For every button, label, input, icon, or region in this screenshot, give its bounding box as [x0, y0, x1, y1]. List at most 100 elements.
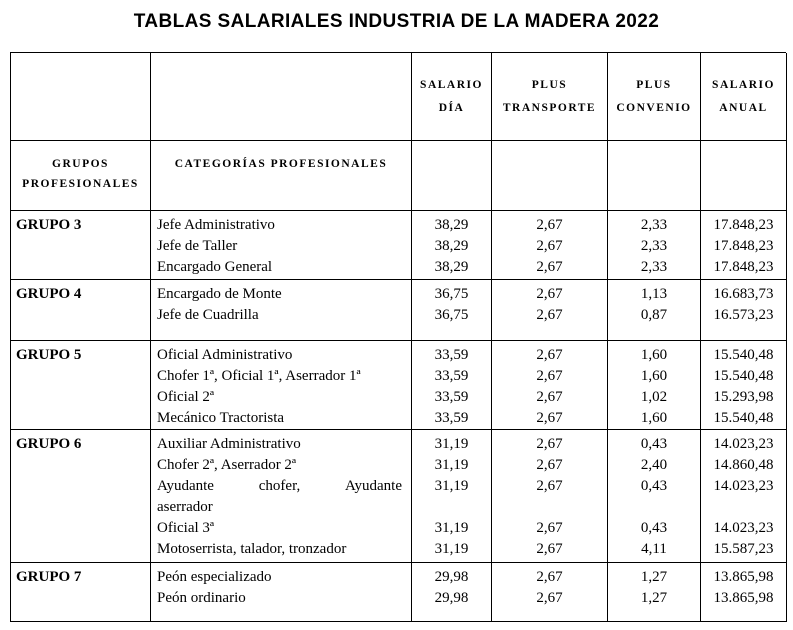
category-value: Auxiliar Administrativo [157, 436, 301, 452]
plus-convenio-value: 2,40 [640, 457, 668, 473]
salario-dia-value: 38,29 [434, 217, 469, 233]
category-value: Jefe Administrativo [157, 217, 275, 233]
plus-transporte-cell: 2,67 2,67 [492, 280, 608, 341]
salario-dia-cell: 33,59 33,59 33,59 33,59 [412, 341, 492, 430]
salario-anual-value: 16.573,23 [713, 307, 774, 323]
category-value: Motoserrista, talador, tronzador [157, 541, 347, 557]
plus-transporte-cell: 2,67 2,67 [492, 563, 608, 622]
header2-empty-plus-transporte [492, 141, 608, 211]
salario-anual-cell: 17.848,23 17.848,23 17.848,23 [701, 211, 787, 280]
plus-transporte-value: 2,67 [536, 347, 563, 363]
plus-convenio-value: 1,60 [640, 347, 668, 363]
salario-dia-value: 36,75 [434, 286, 469, 302]
salario-anual-value: 13.865,98 [713, 590, 774, 606]
salario-dia-value: 29,98 [434, 590, 469, 606]
categories-cell: Jefe Administrativo Jefe de Taller Encarga… [151, 211, 412, 280]
category-word: chofer, [258, 478, 301, 494]
plus-convenio-value: 0,43 [640, 478, 668, 494]
salario-dia-value: 33,59 [434, 347, 469, 363]
header-plus-convenio: PLUS CONVENIO [608, 53, 701, 141]
salary-table: SALARIO DÍA PLUS TRANSPORTE PLUS CONVENI… [10, 52, 787, 622]
categories-cell: Encargado de Monte Jefe de Cuadrilla [151, 280, 412, 341]
salario-anual-value: 15.293,98 [713, 389, 774, 405]
category-value: Peón especializado [157, 569, 272, 585]
category-word: Ayudante [345, 478, 402, 494]
header2-empty-salario-dia [412, 141, 492, 211]
category-value: Mecánico Tractorista [157, 410, 285, 426]
plus-convenio-value: 1,27 [640, 569, 668, 585]
group-label-cell: GRUPO 6 [11, 430, 151, 563]
group-label: GRUPO 5 [16, 347, 82, 363]
plus-transporte-value: 2,67 [536, 478, 563, 494]
salario-dia-value: 31,19 [434, 478, 469, 494]
salario-dia-value: 38,29 [434, 259, 469, 275]
header-empty-category [151, 53, 412, 141]
categories-cell: Oficial Administrativo Chofer 1ª, Oficial… [151, 341, 412, 430]
plus-convenio-value: 1,27 [640, 590, 668, 606]
category-value: Chofer 2ª, Aserrador 2ª [157, 457, 297, 473]
salario-dia-value: 36,75 [434, 307, 469, 323]
category-value: Encargado General [157, 259, 273, 275]
plus-transporte-cell: 2,67 2,67 2,67 2,67 [492, 341, 608, 430]
salario-anual-value: 15.540,48 [713, 410, 774, 426]
group-label-cell: GRUPO 4 [11, 280, 151, 341]
category-value: Encargado de Monte [157, 286, 282, 302]
plus-transporte-value: 2,67 [536, 286, 563, 302]
group-label-cell: GRUPO 3 [11, 211, 151, 280]
salario-anual-value: 16.683,73 [713, 286, 774, 302]
header-grupos-profesionales: GRUPOS PROFESIONALES [11, 141, 151, 211]
category-value: aserrador [157, 499, 213, 515]
plus-transporte-value: 2,67 [536, 569, 563, 585]
salario-dia-cell: 31,19 31,19 31,19 31,19 31,19 [412, 430, 492, 563]
salario-anual-value: 15.540,48 [713, 347, 774, 363]
plus-transporte-value: 2,67 [536, 368, 563, 384]
group-label: GRUPO 4 [16, 286, 82, 302]
salario-dia-value: 31,19 [434, 436, 469, 452]
salario-dia-value: 31,19 [434, 457, 469, 473]
category-value: Jefe de Taller [157, 238, 238, 254]
salario-anual-value: 13.865,98 [713, 569, 774, 585]
category-value: Peón ordinario [157, 590, 246, 606]
salario-dia-value: 29,98 [434, 569, 469, 585]
header-empty-group [11, 53, 151, 141]
group-label-cell: GRUPO 5 [11, 341, 151, 430]
salario-anual-cell: 13.865,98 13.865,98 [701, 563, 787, 622]
categories-cell: Peón especializado Peón ordinario [151, 563, 412, 622]
salario-dia-cell: 36,75 36,75 [412, 280, 492, 341]
salario-anual-cell: 16.683,73 16.573,23 [701, 280, 787, 341]
category-value: Oficial Administrativo [157, 347, 293, 363]
plus-convenio-value: 1,02 [640, 389, 668, 405]
salario-dia-cell: 29,98 29,98 [412, 563, 492, 622]
plus-convenio-cell: 1,13 0,87 [608, 280, 701, 341]
salario-anual-value: 14.023,23 [713, 436, 774, 452]
plus-convenio-value: 1,60 [640, 410, 668, 426]
plus-transporte-cell: 2,67 2,67 2,67 2,67 2,67 [492, 430, 608, 563]
salario-anual-value: 14.023,23 [713, 478, 774, 494]
salario-anual-value: 15.587,23 [713, 541, 774, 557]
group-label: GRUPO 7 [16, 569, 82, 585]
plus-convenio-value: 0,43 [640, 436, 668, 452]
header2-empty-plus-convenio [608, 141, 701, 211]
header2-empty-salario-anual [701, 141, 787, 211]
category-word: Ayudante [157, 478, 214, 494]
page-title: TABLAS SALARIALES INDUSTRIA DE LA MADERA… [133, 11, 660, 32]
plus-transporte-value: 2,67 [536, 389, 563, 405]
plus-convenio-value: 2,33 [640, 238, 668, 254]
salario-anual-cell: 15.540,48 15.540,48 15.293,98 15.540,48 [701, 341, 787, 430]
header-salario-anual: SALARIO ANUAL [701, 53, 787, 141]
salario-anual-value: 15.540,48 [713, 368, 774, 384]
plus-convenio-value: 2,33 [640, 217, 668, 233]
category-value: Jefe de Cuadrilla [157, 307, 259, 323]
plus-convenio-cell: 1,60 1,60 1,02 1,60 [608, 341, 701, 430]
header-salario-dia: SALARIO DÍA [412, 53, 492, 141]
plus-transporte-value: 2,67 [536, 541, 563, 557]
category-value: Oficial 2ª [157, 389, 215, 405]
header-categorias-profesionales: CATEGORÍAS PROFESIONALES [151, 141, 412, 211]
plus-convenio-value: 1,60 [640, 368, 668, 384]
plus-convenio-value: 0,43 [640, 520, 668, 536]
plus-convenio-value: 0,87 [640, 307, 668, 323]
salario-dia-value: 31,19 [434, 541, 469, 557]
group-label: GRUPO 3 [16, 217, 82, 233]
plus-convenio-cell: 2,33 2,33 2,33 [608, 211, 701, 280]
categories-cell: Auxiliar Administrativo Chofer 2ª, Aserra… [151, 430, 412, 563]
